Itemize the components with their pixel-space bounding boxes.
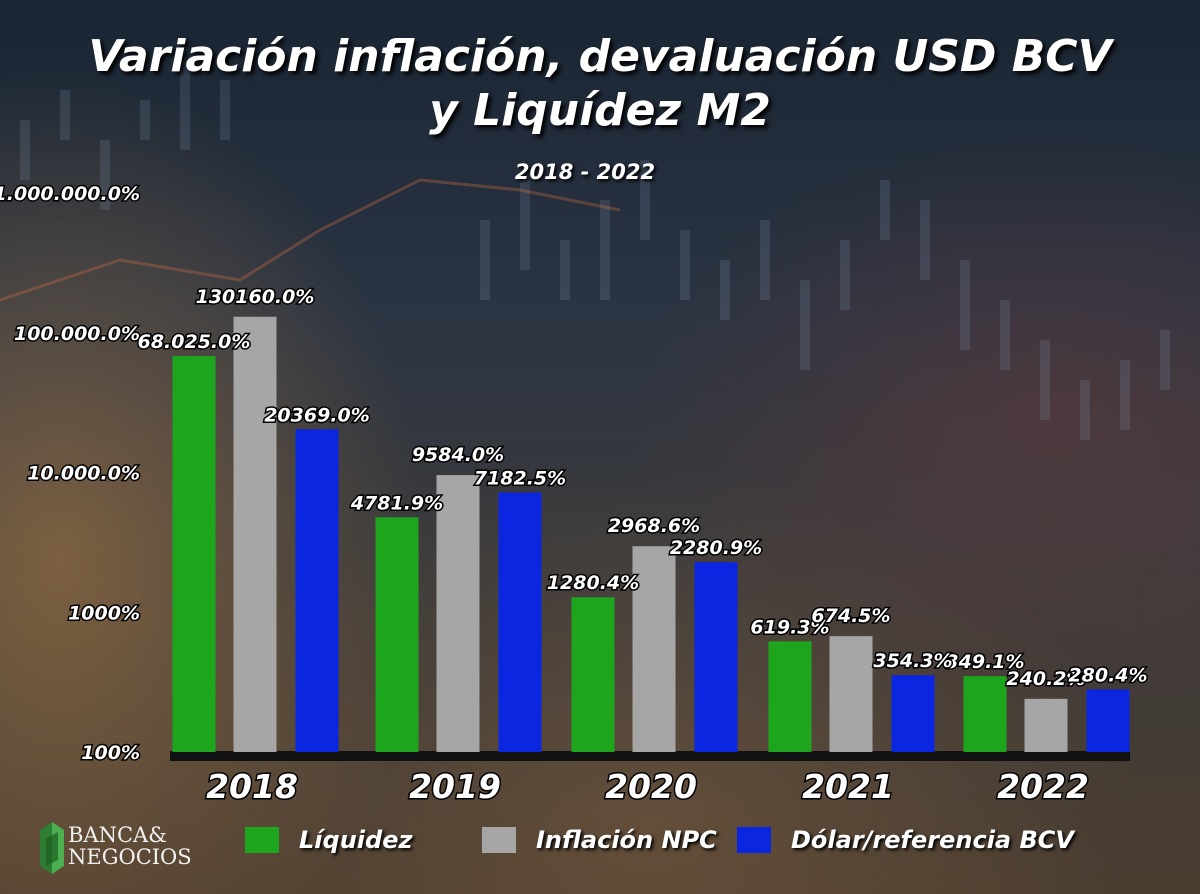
bar-inflacinnpc-2022 bbox=[1024, 698, 1068, 752]
y-tick-label: 1.000.000.0% bbox=[0, 183, 140, 205]
chart-subtitle: 2018 - 2022 bbox=[514, 160, 656, 184]
bar-inflacinnpc-2021 bbox=[829, 636, 873, 752]
data-label: 68.025.0% bbox=[138, 331, 251, 353]
bar-dlarreferenciabcv-2022 bbox=[1086, 689, 1130, 752]
chart-title-line2: y Liquídez M2 bbox=[429, 85, 771, 136]
data-label: 354.3% bbox=[873, 650, 952, 672]
data-label: 2968.6% bbox=[608, 515, 700, 537]
bar-lquidez-2022 bbox=[963, 676, 1007, 752]
x-tick-label: 2021 bbox=[802, 767, 894, 806]
data-label: 130160.0% bbox=[196, 286, 315, 308]
data-label: 674.5% bbox=[811, 605, 890, 627]
legend-label-dolar: Dólar/referencia BCV bbox=[791, 826, 1074, 854]
bar-dlarreferenciabcv-2021 bbox=[891, 675, 935, 752]
logo-mark-icon bbox=[40, 822, 64, 874]
bar-lquidez-2020 bbox=[571, 597, 615, 752]
data-label: 1280.4% bbox=[547, 572, 639, 594]
bar-lquidez-2018 bbox=[172, 356, 216, 752]
data-label: 280.4% bbox=[1068, 664, 1147, 686]
chart-title: Variación inflación, devaluación USD BCV… bbox=[0, 30, 1200, 138]
legend-swatch-liquidez bbox=[245, 827, 279, 853]
bar-inflacinnpc-2019 bbox=[436, 475, 480, 752]
bar-inflacinnpc-2018 bbox=[233, 316, 277, 752]
y-tick-label: 1000% bbox=[68, 602, 140, 624]
data-label: 4781.9% bbox=[350, 492, 443, 514]
bar-dlarreferenciabcv-2020 bbox=[694, 562, 738, 752]
x-tick-label: 2019 bbox=[409, 767, 501, 806]
legend-label-liquidez: Líquidez bbox=[299, 826, 413, 854]
chart-title-line1: Variación inflación, devaluación USD BCV bbox=[88, 31, 1112, 82]
data-label: 2280.9% bbox=[670, 537, 762, 559]
bar-lquidez-2021 bbox=[768, 641, 812, 752]
data-label: 349.1% bbox=[945, 651, 1024, 673]
logo-text-line1: BANCA& bbox=[68, 823, 167, 847]
x-tick-label: 2022 bbox=[997, 767, 1089, 806]
legend-item-inflacion: Inflación NPC bbox=[482, 820, 717, 860]
bar-dlarreferenciabcv-2018 bbox=[295, 429, 339, 752]
x-tick-label: 2018 bbox=[206, 767, 298, 806]
x-axis-baseline bbox=[170, 751, 1130, 761]
legend-item-liquidez: Líquidez bbox=[245, 820, 412, 860]
banca-negocios-logo: BANCA& NEGOCIOS bbox=[24, 818, 204, 878]
data-label: 7182.5% bbox=[474, 468, 566, 490]
legend-label-inflacion: Inflación NPC bbox=[536, 826, 717, 854]
legend-swatch-dolar bbox=[737, 827, 771, 853]
data-label: 240.2% bbox=[1006, 668, 1085, 690]
data-label: 20369.0% bbox=[264, 404, 370, 426]
bar-dlarreferenciabcv-2019 bbox=[498, 492, 542, 752]
y-tick-label: 100% bbox=[81, 742, 140, 764]
y-tick-label: 100.000.0% bbox=[14, 323, 140, 345]
legend-item-dolar: Dólar/referencia BCV bbox=[737, 820, 1074, 860]
data-label: 9584.0% bbox=[412, 444, 504, 466]
bar-inflacinnpc-2020 bbox=[632, 546, 676, 752]
y-tick-label: 10.000.0% bbox=[27, 463, 140, 485]
bar-lquidez-2019 bbox=[375, 517, 419, 752]
x-tick-label: 2020 bbox=[605, 767, 697, 806]
data-label: 619.3% bbox=[750, 616, 829, 638]
logo-text-line2: NEGOCIOS bbox=[68, 845, 192, 869]
legend-swatch-inflacion bbox=[482, 827, 516, 853]
